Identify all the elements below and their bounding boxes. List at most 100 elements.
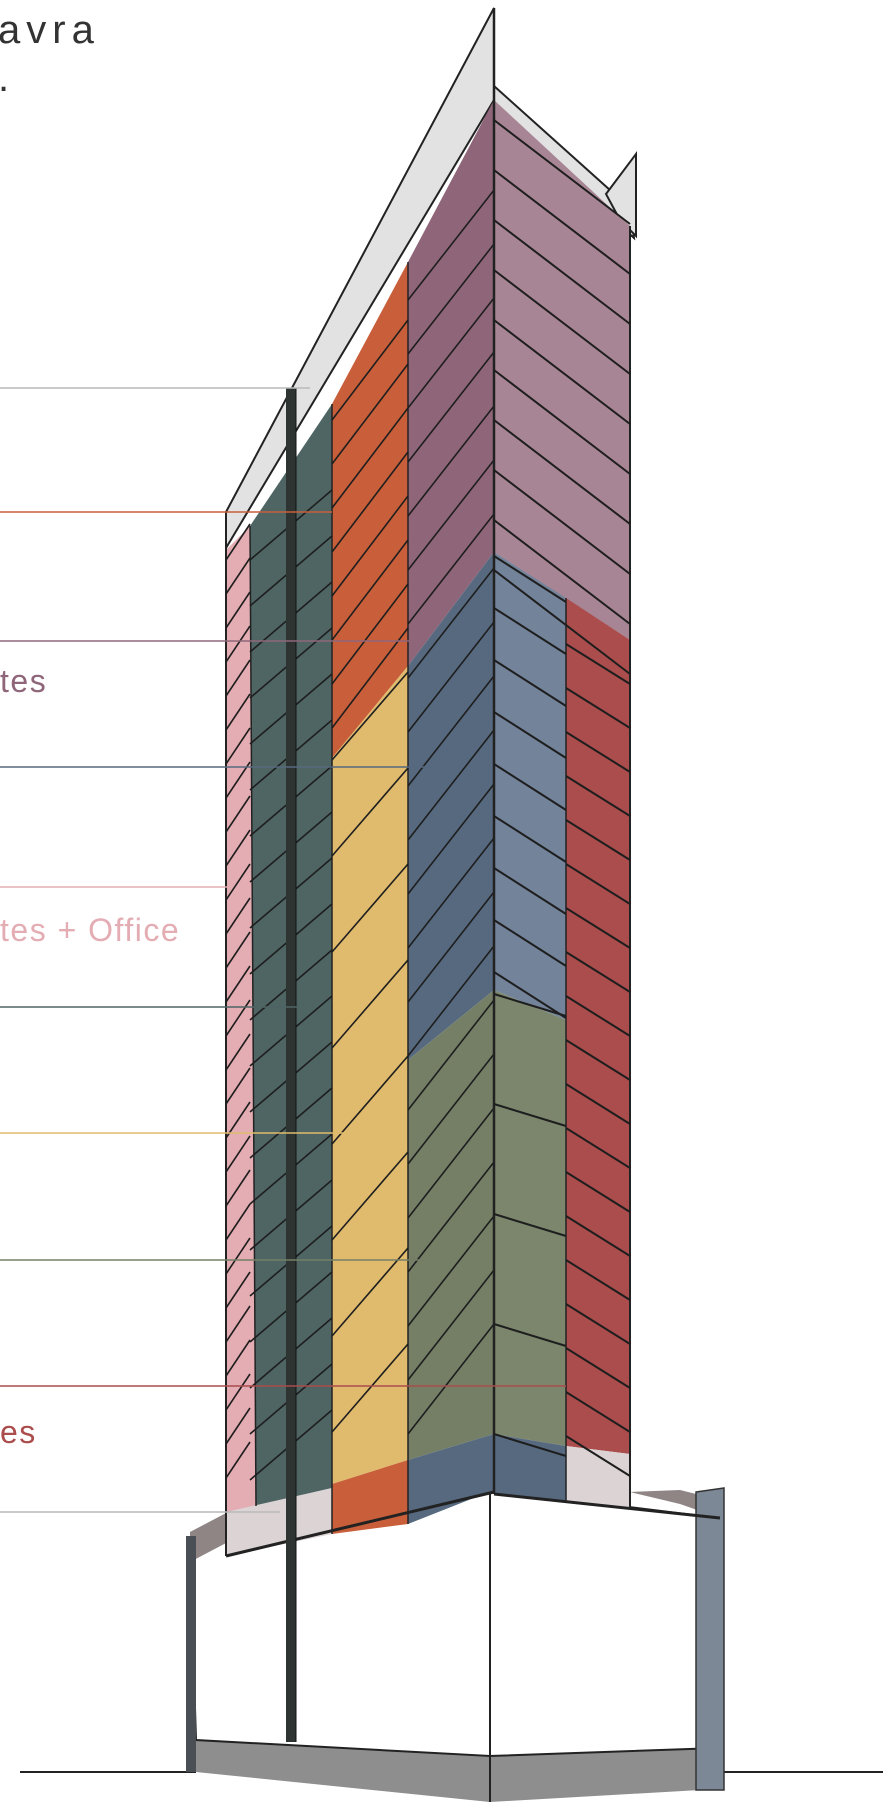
- side-fin: [493, 555, 567, 603]
- side-fin: [565, 731, 631, 773]
- facade-strip-orange-upper: [332, 262, 408, 758]
- facade-fin: [407, 999, 495, 1111]
- side-fin: [565, 863, 631, 905]
- side-fin: [493, 269, 631, 375]
- facade-fin: [331, 671, 409, 761]
- facade-fin: [225, 693, 251, 731]
- facade-fin: [331, 451, 409, 553]
- facade-fin: [225, 557, 251, 595]
- facade-fin: [331, 959, 409, 1049]
- side-fin: [493, 169, 631, 275]
- facade-fin: [331, 583, 409, 685]
- facade-fin: [225, 863, 251, 901]
- facade-fin: [407, 243, 495, 355]
- side-fin: [565, 819, 631, 861]
- facade-strip-yellow: [332, 666, 408, 1484]
- facade-fin: [225, 1067, 251, 1105]
- side-fin: [565, 1127, 631, 1169]
- facade-fin: [407, 405, 495, 517]
- facade-fin: [225, 1203, 251, 1241]
- facade-strip-pink: [226, 526, 256, 1512]
- facade-fin: [225, 1441, 251, 1479]
- facade-fin: [331, 767, 409, 857]
- facade-fin: [407, 945, 495, 1057]
- podium-column-left: [186, 1536, 196, 1772]
- side-fin: [493, 919, 567, 967]
- side-fin: [565, 775, 631, 817]
- facade-strip-olive: [408, 990, 494, 1460]
- facade-fin: [225, 591, 251, 629]
- facade-fin: [331, 363, 409, 465]
- facade-strip-slate-blue: [408, 552, 494, 1060]
- facade-fin: [407, 297, 495, 409]
- facade-fin: [331, 319, 409, 421]
- facade-strip-orange-base: [332, 1460, 408, 1534]
- facade-fin: [225, 659, 251, 697]
- side-fin: [493, 867, 567, 915]
- facade-fin: [407, 1053, 495, 1165]
- facade-fin: [225, 999, 251, 1037]
- side-fin: [565, 1083, 631, 1125]
- facade-fin: [225, 795, 251, 833]
- facade-fin: [225, 761, 251, 799]
- podium-roof-left: [190, 1512, 228, 1562]
- facade-fin: [225, 931, 251, 969]
- side-fin: [565, 643, 631, 685]
- side-fin: [493, 569, 631, 675]
- facade-fin: [407, 1161, 495, 1273]
- podium-base-slab: [196, 1740, 700, 1802]
- side-fin: [493, 659, 567, 707]
- side-fin: [565, 687, 631, 729]
- facade-fin: [225, 1033, 251, 1071]
- facade-fin: [407, 837, 495, 949]
- facade-fin: [331, 495, 409, 597]
- facade-fin: [225, 965, 251, 1003]
- side-fin: [493, 469, 631, 575]
- facade-fin: [407, 1323, 495, 1435]
- facade-fin: [407, 1215, 495, 1327]
- side-fin: [565, 1259, 631, 1301]
- facade-fin: [225, 727, 251, 765]
- side-fin: [565, 1391, 631, 1433]
- side-panel-mauve: [494, 100, 630, 640]
- facade-fin: [407, 459, 495, 571]
- side-fin: [493, 519, 631, 625]
- front-facade-fins: [225, 189, 495, 1481]
- facade-fin: [225, 1305, 251, 1343]
- side-fin: [565, 1435, 631, 1477]
- side-fin: [493, 419, 631, 525]
- facade-fin: [225, 1339, 251, 1377]
- facade-fin: [407, 1107, 495, 1219]
- facade-fin: [331, 1055, 409, 1145]
- side-fin: [493, 1323, 567, 1347]
- facade-fin: [225, 1169, 251, 1207]
- side-fin: [565, 1215, 631, 1257]
- facade-fin: [331, 1343, 409, 1433]
- side-fin: [493, 993, 567, 1017]
- facade-fin: [225, 897, 251, 935]
- podium-column-right: [695, 1487, 725, 1791]
- facade-fin: [407, 351, 495, 463]
- side-fin: [493, 1213, 567, 1237]
- level-label-purple: tes: [0, 663, 48, 699]
- facade-fin: [407, 891, 495, 1003]
- facade-strip-blue-base: [408, 1434, 494, 1524]
- side-fin: [565, 995, 631, 1037]
- facade-base-grey: [226, 1488, 332, 1556]
- side-fin: [493, 219, 631, 325]
- facade-fin: [225, 1237, 251, 1275]
- side-fin: [565, 1303, 631, 1345]
- side-fin: [565, 1039, 631, 1081]
- title-line-1: avra: [0, 8, 100, 52]
- side-fin: [493, 319, 631, 425]
- facade-strip-purple: [408, 100, 494, 666]
- side-facade-fins: [493, 119, 631, 1477]
- facade-fin: [225, 1101, 251, 1139]
- facade-fin: [407, 513, 495, 625]
- side-fin: [565, 951, 631, 993]
- facade-fin: [407, 729, 495, 841]
- side-panel-grey-base: [566, 1446, 630, 1508]
- facade-fin: [331, 539, 409, 641]
- facade-fin: [225, 1407, 251, 1445]
